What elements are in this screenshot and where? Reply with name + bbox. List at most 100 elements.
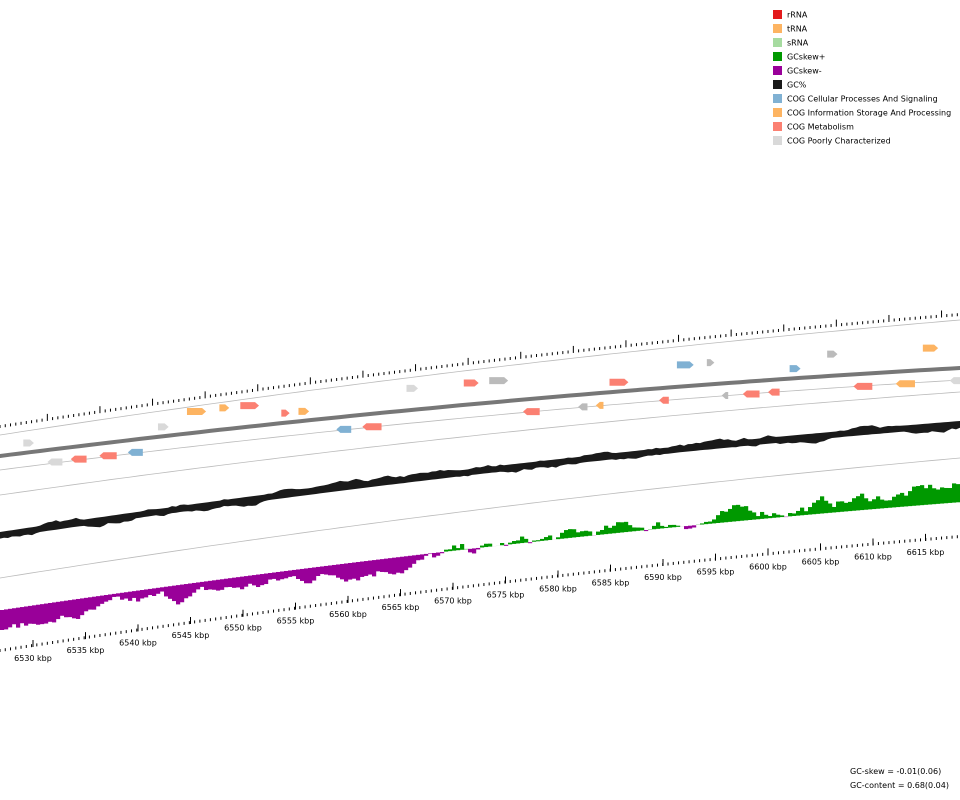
gc-skew	[812, 502, 817, 515]
gc-skew	[140, 590, 145, 599]
gc-skew	[376, 559, 381, 572]
gc-skew	[624, 521, 629, 533]
gc-skew	[60, 601, 65, 616]
gc-skew	[744, 506, 749, 521]
scale-label: 6575 kbp	[487, 590, 525, 599]
gc-skew	[244, 576, 249, 587]
gene	[406, 384, 418, 392]
gc-skew	[776, 514, 781, 518]
gc-skew	[920, 485, 925, 506]
gene	[578, 403, 588, 411]
gc-skew	[312, 567, 317, 581]
gc-skew	[924, 488, 929, 505]
gc-skew	[556, 537, 561, 540]
gc-skew	[788, 513, 793, 517]
gc-skew	[704, 521, 709, 525]
gc-skew	[452, 545, 457, 551]
gc-skew	[724, 511, 729, 523]
gc-skew	[488, 543, 493, 547]
gc-skew	[384, 558, 389, 573]
gc-skew	[12, 608, 17, 625]
gene	[47, 458, 63, 466]
gene	[489, 377, 509, 385]
gc-skew	[260, 574, 265, 586]
gc-skew	[64, 600, 69, 618]
gc-skew	[104, 595, 109, 602]
gc-skew	[800, 507, 805, 516]
gc-skew	[668, 524, 673, 528]
gene	[609, 378, 629, 386]
gene	[70, 455, 87, 463]
gc-skew	[676, 525, 681, 527]
gc-skew	[176, 585, 181, 605]
scale-label: 6585 kbp	[592, 579, 630, 588]
gc-skew	[56, 601, 61, 620]
gc-skew	[304, 568, 309, 584]
gc-skew	[44, 603, 49, 624]
scale-label: 6610 kbp	[854, 553, 892, 562]
gene	[659, 396, 669, 404]
gc-skew	[392, 557, 397, 575]
gene	[99, 452, 117, 460]
gc-skew	[212, 580, 217, 590]
gc-skew	[772, 513, 777, 518]
legend-swatch	[773, 38, 782, 47]
gene	[789, 365, 801, 373]
gc-skew	[200, 581, 205, 587]
gc-skew	[568, 529, 573, 538]
gc-skew	[768, 516, 773, 519]
gc-skew	[204, 581, 209, 591]
legend-label: sRNA	[787, 39, 809, 48]
gene	[706, 359, 715, 367]
gc-skew	[916, 486, 921, 506]
gc-skew	[8, 608, 13, 628]
gc-skew	[528, 542, 533, 544]
gc-skew	[664, 526, 669, 529]
gc-skew	[160, 587, 165, 592]
gc-skew	[908, 491, 913, 507]
gc-skew	[188, 583, 193, 597]
gc-skew	[36, 604, 41, 625]
scale-label: 6615 kbp	[907, 548, 945, 557]
gc-skew	[180, 584, 185, 603]
gene	[595, 401, 604, 409]
scale-label: 6600 kbp	[749, 562, 787, 571]
gc-skew	[860, 493, 865, 511]
gc-skew	[856, 496, 861, 511]
gc-skew	[824, 500, 829, 514]
gc-skew	[168, 586, 173, 599]
gc-skew	[616, 522, 621, 533]
scale-label: 6550 kbp	[224, 624, 262, 633]
gc-skew	[928, 484, 933, 505]
gc-skew	[420, 554, 425, 560]
gc-skew	[588, 531, 593, 536]
gc-skew	[256, 574, 261, 588]
gc-skew	[548, 535, 553, 541]
gc-skew	[476, 547, 481, 550]
gene	[853, 382, 873, 390]
gc-skew	[440, 552, 445, 554]
gene	[219, 404, 230, 412]
gc-skew	[644, 530, 649, 532]
gc-skew	[940, 487, 945, 504]
gc-skew	[728, 508, 733, 522]
gc-skew	[432, 552, 437, 558]
gc-skew	[272, 572, 277, 579]
gc-skew	[268, 573, 273, 580]
gc-skew	[716, 515, 721, 524]
gc-skew	[780, 515, 785, 518]
gc-skew	[564, 530, 569, 539]
gc-skew	[356, 562, 361, 581]
gc-skew	[472, 548, 477, 554]
gc-skew	[948, 488, 953, 503]
gc-skew	[144, 589, 149, 598]
gc-skew	[444, 549, 449, 552]
gc-skew	[248, 575, 253, 584]
gc-skew	[100, 595, 105, 604]
gc-skew	[192, 582, 197, 593]
gc-skew	[756, 516, 761, 520]
legend-label: tRNA	[787, 25, 808, 34]
ring-line	[0, 319, 960, 436]
legend-swatch	[773, 108, 782, 117]
